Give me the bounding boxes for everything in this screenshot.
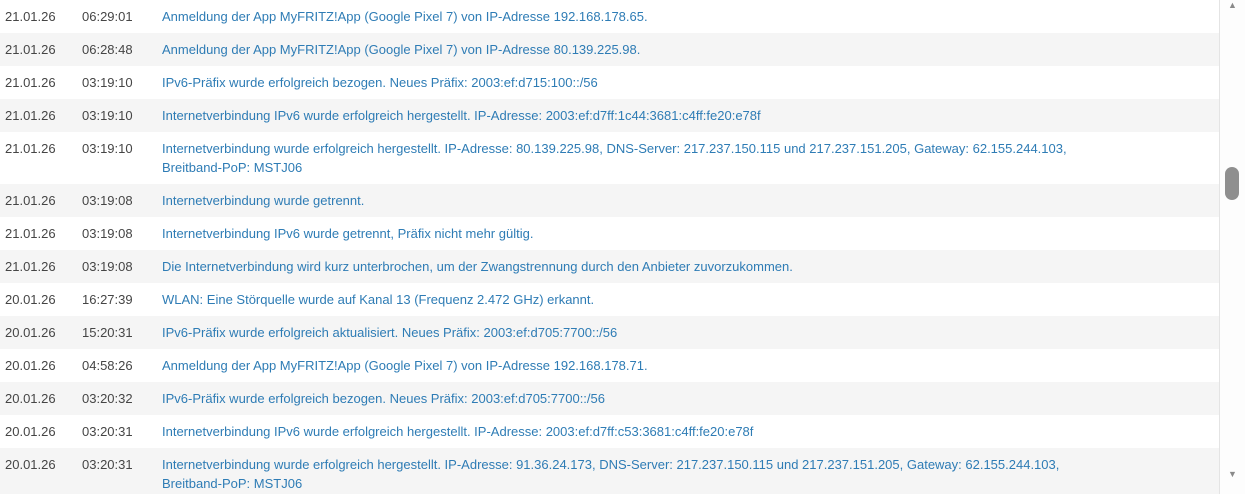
log-date: 21.01.26 (5, 193, 56, 208)
log-time: 03:19:08 (82, 259, 133, 274)
log-message-link[interactable]: Internetverbindung wurde erfolgreich her… (162, 457, 1060, 491)
log-date: 20.01.26 (5, 424, 56, 439)
log-row: 21.01.26 03:19:10 Internetverbindung wur… (0, 132, 1219, 184)
log-date: 20.01.26 (5, 457, 56, 472)
log-date: 21.01.26 (5, 141, 56, 156)
log-row: 21.01.26 03:19:08 Internetverbindung wur… (0, 184, 1219, 217)
log-time: 03:20:31 (82, 457, 133, 472)
log-message-link[interactable]: Anmeldung der App MyFRITZ!App (Google Pi… (162, 42, 641, 57)
log-row: 20.01.26 03:20:32 IPv6-Präfix wurde erfo… (0, 382, 1219, 415)
log-time: 16:27:39 (82, 292, 133, 307)
log-row: 21.01.26 03:19:10 Internetverbindung IPv… (0, 99, 1219, 132)
log-date: 20.01.26 (5, 325, 56, 340)
log-time: 03:20:32 (82, 391, 133, 406)
log-row: 20.01.26 04:58:26 Anmeldung der App MyFR… (0, 349, 1219, 382)
log-time: 06:28:48 (82, 42, 133, 57)
log-message-link[interactable]: Internetverbindung IPv6 wurde getrennt, … (162, 226, 534, 241)
log-row: 20.01.26 15:20:31 IPv6-Präfix wurde erfo… (0, 316, 1219, 349)
log-date: 21.01.26 (5, 9, 56, 24)
log-row: 21.01.26 03:19:08 Die Internetverbindung… (0, 250, 1219, 283)
log-time: 06:29:01 (82, 9, 133, 24)
log-row: 21.01.26 06:29:01 Anmeldung der App MyFR… (0, 0, 1219, 33)
log-row: 21.01.26 03:19:10 IPv6-Präfix wurde erfo… (0, 66, 1219, 99)
log-time: 03:19:08 (82, 193, 133, 208)
log-message-link[interactable]: IPv6-Präfix wurde erfolgreich bezogen. N… (162, 75, 598, 90)
log-time: 15:20:31 (82, 325, 133, 340)
log-row: 20.01.26 03:20:31 Internetverbindung IPv… (0, 415, 1219, 448)
log-row: 20.01.26 16:27:39 WLAN: Eine Störquelle … (0, 283, 1219, 316)
scrollbar-down-icon[interactable]: ▼ (1228, 469, 1237, 479)
log-message-link[interactable]: Anmeldung der App MyFRITZ!App (Google Pi… (162, 358, 648, 373)
log-message-link[interactable]: Internetverbindung IPv6 wurde erfolgreic… (162, 108, 761, 123)
log-date: 20.01.26 (5, 391, 56, 406)
log-message-link[interactable]: Die Internetverbindung wird kurz unterbr… (162, 259, 793, 274)
log-time: 03:19:10 (82, 75, 133, 90)
event-log-table: 21.01.26 06:29:01 Anmeldung der App MyFR… (0, 0, 1219, 494)
log-date: 21.01.26 (5, 108, 56, 123)
scrollbar-up-icon[interactable]: ▲ (1228, 0, 1237, 10)
log-row: 20.01.26 03:20:31 Internetverbindung wur… (0, 448, 1219, 494)
log-date: 21.01.26 (5, 42, 56, 57)
log-date: 20.01.26 (5, 292, 56, 307)
log-time: 03:19:08 (82, 226, 133, 241)
log-date: 20.01.26 (5, 358, 56, 373)
log-message-link[interactable]: Internetverbindung wurde getrennt. (162, 193, 365, 208)
vertical-scrollbar[interactable]: ▲ ▼ (1219, 0, 1245, 494)
log-message-link[interactable]: Anmeldung der App MyFRITZ!App (Google Pi… (162, 9, 648, 24)
log-row: 21.01.26 06:28:48 Anmeldung der App MyFR… (0, 33, 1219, 66)
log-message-link[interactable]: IPv6-Präfix wurde erfolgreich aktualisie… (162, 325, 618, 340)
log-message-link[interactable]: WLAN: Eine Störquelle wurde auf Kanal 13… (162, 292, 595, 307)
log-time: 03:19:10 (82, 141, 133, 156)
log-time: 03:19:10 (82, 108, 133, 123)
log-date: 21.01.26 (5, 259, 56, 274)
log-time: 04:58:26 (82, 358, 133, 373)
log-message-link[interactable]: Internetverbindung wurde erfolgreich her… (162, 141, 1067, 175)
log-row: 21.01.26 03:19:08 Internetverbindung IPv… (0, 217, 1219, 250)
scrollbar-thumb[interactable] (1225, 167, 1239, 200)
log-date: 21.01.26 (5, 226, 56, 241)
log-date: 21.01.26 (5, 75, 56, 90)
log-message-link[interactable]: IPv6-Präfix wurde erfolgreich bezogen. N… (162, 391, 605, 406)
log-time: 03:20:31 (82, 424, 133, 439)
log-message-link[interactable]: Internetverbindung IPv6 wurde erfolgreic… (162, 424, 754, 439)
